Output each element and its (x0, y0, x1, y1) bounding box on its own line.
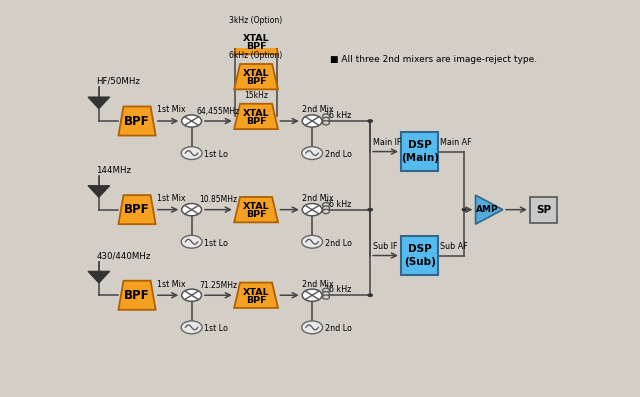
Circle shape (302, 289, 322, 301)
Circle shape (323, 118, 330, 121)
Text: BPF: BPF (124, 203, 150, 216)
Text: XTAL: XTAL (243, 288, 269, 297)
Text: 2nd Lo: 2nd Lo (325, 150, 352, 159)
Circle shape (182, 115, 202, 127)
Polygon shape (88, 186, 110, 197)
Polygon shape (118, 195, 156, 224)
Text: 1st Mix: 1st Mix (157, 194, 186, 203)
Text: 144MHz: 144MHz (97, 166, 131, 175)
Text: 2nd Mix: 2nd Mix (302, 105, 334, 114)
Text: 2nd Lo: 2nd Lo (325, 324, 352, 333)
FancyBboxPatch shape (401, 236, 438, 275)
Polygon shape (234, 283, 278, 308)
Polygon shape (118, 281, 156, 310)
Text: HF/50MHz: HF/50MHz (97, 77, 140, 86)
Circle shape (181, 235, 202, 248)
FancyBboxPatch shape (401, 133, 438, 171)
Text: 1st Mix: 1st Mix (157, 279, 186, 289)
Circle shape (323, 288, 330, 293)
Text: 15kHz: 15kHz (244, 91, 268, 100)
Text: Sub IF: Sub IF (372, 242, 397, 251)
Text: AMP: AMP (476, 205, 499, 214)
Circle shape (367, 208, 372, 211)
Text: 36 kHz: 36 kHz (324, 111, 351, 120)
Text: 1st Mix: 1st Mix (157, 105, 186, 114)
Circle shape (323, 114, 330, 118)
Text: 1st Lo: 1st Lo (205, 239, 228, 248)
FancyBboxPatch shape (530, 197, 557, 223)
Polygon shape (234, 64, 278, 89)
Text: XTAL: XTAL (243, 109, 269, 118)
Circle shape (323, 121, 330, 125)
Text: ■ All three 2nd mixers are image-reject type.: ■ All three 2nd mixers are image-reject … (330, 55, 538, 64)
Circle shape (301, 321, 323, 334)
Circle shape (323, 202, 330, 207)
Polygon shape (234, 29, 278, 54)
Text: BPF: BPF (246, 117, 266, 126)
Text: 2nd Mix: 2nd Mix (302, 194, 334, 203)
Polygon shape (476, 195, 503, 224)
Text: Main IF: Main IF (372, 138, 401, 147)
Circle shape (301, 235, 323, 248)
Text: XTAL: XTAL (243, 202, 269, 211)
Text: 10.85MHz: 10.85MHz (199, 195, 237, 204)
Text: Sub AF: Sub AF (440, 242, 467, 251)
Text: 1st Lo: 1st Lo (205, 324, 228, 333)
Circle shape (462, 208, 467, 211)
Text: Main AF: Main AF (440, 138, 471, 147)
Polygon shape (88, 97, 110, 109)
Circle shape (323, 295, 330, 299)
Text: 71.25MHz: 71.25MHz (199, 281, 237, 290)
Text: BPF: BPF (124, 114, 150, 127)
Text: BPF: BPF (246, 77, 266, 86)
Text: 430/440MHz: 430/440MHz (97, 251, 151, 260)
Circle shape (182, 289, 202, 301)
Text: BPF: BPF (246, 296, 266, 305)
Circle shape (181, 321, 202, 334)
Circle shape (323, 206, 330, 210)
Text: 36 kHz: 36 kHz (324, 285, 351, 294)
Text: BPF: BPF (246, 210, 266, 219)
Circle shape (323, 291, 330, 296)
Polygon shape (88, 271, 110, 283)
Text: 2nd Lo: 2nd Lo (325, 239, 352, 248)
Circle shape (367, 294, 372, 297)
Text: 3kHz (Option): 3kHz (Option) (230, 16, 283, 25)
Text: 1st Lo: 1st Lo (205, 150, 228, 159)
Polygon shape (234, 104, 278, 129)
Circle shape (301, 146, 323, 160)
Circle shape (302, 204, 322, 216)
Polygon shape (118, 106, 156, 135)
Circle shape (302, 115, 322, 127)
Text: XTAL: XTAL (243, 69, 269, 78)
Text: BPF: BPF (124, 289, 150, 302)
Text: 2nd Mix: 2nd Mix (302, 279, 334, 289)
Text: BPF: BPF (246, 42, 266, 51)
Text: SP: SP (536, 205, 551, 215)
Text: DSP
(Main): DSP (Main) (401, 141, 439, 163)
Text: 6kHz (Option): 6kHz (Option) (230, 51, 283, 60)
Text: 64,455MHz: 64,455MHz (196, 106, 240, 116)
Text: DSP
(Sub): DSP (Sub) (404, 244, 436, 267)
Circle shape (181, 146, 202, 160)
Text: XTAL: XTAL (243, 34, 269, 43)
Polygon shape (234, 197, 278, 222)
Circle shape (182, 204, 202, 216)
Circle shape (323, 209, 330, 214)
Text: 36 kHz: 36 kHz (324, 200, 351, 209)
Circle shape (367, 119, 372, 123)
